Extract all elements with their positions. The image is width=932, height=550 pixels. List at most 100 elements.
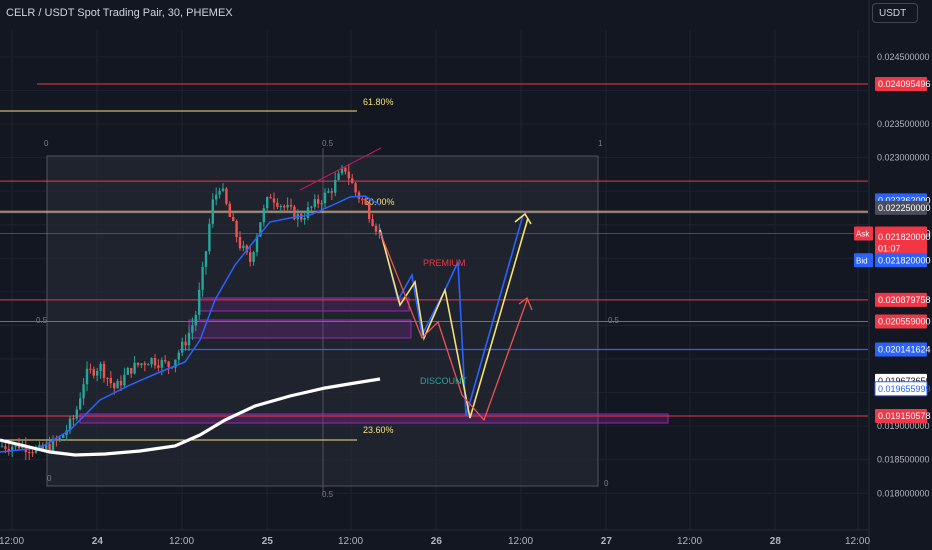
candle-body — [174, 359, 177, 368]
candle-body — [320, 203, 323, 205]
candle-body — [272, 198, 276, 203]
candle-body — [354, 183, 357, 193]
candle-body — [58, 437, 61, 441]
candle-body — [201, 266, 204, 290]
candle-body — [0, 446, 4, 448]
candle-body — [351, 178, 354, 184]
candle-body — [225, 188, 228, 204]
price-tick-label: 0.023500000 — [877, 119, 930, 129]
candle-body — [106, 377, 109, 379]
candle-body — [303, 217, 306, 220]
candle-body — [143, 363, 146, 365]
time-tick-label: 24 — [92, 536, 104, 547]
currency-selector-button[interactable]: USDT — [872, 3, 918, 23]
price-label-text: 0.024095496 — [878, 79, 931, 89]
price-tick-label: 0.024500000 — [877, 52, 930, 62]
candle-body — [221, 188, 225, 191]
candle-body — [283, 206, 286, 208]
candle-body — [276, 202, 279, 207]
candle-body — [140, 363, 143, 366]
candle-body — [238, 237, 242, 249]
price-label-text: 0.020141624 — [878, 344, 931, 354]
candle-body — [92, 369, 95, 376]
moving-average-blue — [0, 195, 381, 453]
moving-average-white — [0, 377, 381, 457]
price-label-tag — [875, 342, 927, 357]
candle-body — [11, 446, 14, 451]
candle-body — [24, 444, 27, 453]
price-label-text: 0.020879758 — [878, 295, 931, 305]
projection-path-red — [379, 231, 528, 422]
time-tick-label: 27 — [601, 536, 613, 547]
candle-body — [194, 314, 197, 326]
candle-body — [235, 221, 238, 238]
price-label-text: 0.019673650 — [878, 376, 931, 386]
candle-body — [4, 446, 7, 450]
candle-body — [289, 204, 293, 207]
candle-body — [357, 192, 361, 199]
candle-body — [266, 197, 269, 209]
fib-grid-label: 0.5 — [36, 316, 48, 325]
price-label-text: 0.021820000 — [878, 232, 931, 242]
premium-label: PREMIUM — [423, 258, 466, 268]
fib-grid-label: 1 — [598, 139, 603, 148]
fib-grid-label: 0.5 — [322, 490, 334, 499]
candle-body — [38, 444, 41, 448]
candle-body — [245, 245, 248, 253]
candle-body — [51, 438, 55, 451]
fib-grid-label: 0 — [44, 139, 49, 148]
candle-body — [99, 363, 102, 372]
candle-body — [361, 198, 364, 201]
candle-body — [96, 371, 99, 376]
candle-body — [119, 380, 123, 386]
candle-body — [191, 325, 194, 333]
candles — [0, 163, 381, 461]
candle-body — [232, 216, 235, 222]
price-label-text: 0.021820000 — [878, 255, 931, 265]
fib-label-618: 61.80% — [363, 97, 394, 107]
fib-grid-label: 0 — [47, 474, 52, 483]
candle-body — [48, 444, 51, 451]
candle-body — [371, 219, 374, 226]
candle-body — [184, 341, 187, 346]
candle-body — [177, 352, 180, 360]
candle-body — [204, 251, 208, 267]
candle-body — [7, 449, 10, 451]
candle-body — [116, 380, 119, 389]
candle-body — [374, 225, 378, 232]
candle-body — [208, 223, 211, 252]
candle-body — [323, 192, 327, 204]
demand-zone-3 — [79, 413, 669, 424]
price-label-text: 0.022250000 — [878, 203, 931, 213]
candle-body — [123, 374, 126, 386]
price-tag-badge-text: Bid — [856, 256, 868, 265]
price-tick-label: 0.019000000 — [877, 421, 930, 431]
candle-body — [368, 204, 371, 220]
candle-body — [340, 167, 344, 174]
candle-body — [102, 363, 106, 378]
candle-body — [293, 206, 296, 220]
candle-body — [218, 190, 221, 195]
candle-body — [167, 361, 170, 367]
candle-body — [279, 206, 282, 208]
candle-body — [228, 203, 231, 217]
candle-body — [164, 360, 167, 362]
candle-body — [75, 409, 78, 419]
fib-grid-label: 0.5 — [322, 139, 334, 148]
candle-body — [252, 252, 255, 262]
candle-body — [198, 289, 201, 315]
candle-body — [364, 200, 367, 205]
candle-body — [89, 368, 92, 370]
chart-title: CELR / USDT Spot Trading Pair, 30, PHEME… — [6, 7, 233, 19]
demand-zone-1 — [188, 319, 412, 339]
candle-body — [133, 362, 136, 374]
candle-body — [187, 332, 191, 346]
candle-body — [378, 231, 381, 233]
candle-body — [259, 222, 262, 237]
candle-body — [31, 452, 34, 454]
price-label-text: 0.019655999 — [878, 384, 931, 394]
price-tag-badge — [854, 226, 873, 241]
candle-body — [344, 167, 347, 172]
time-tick-label: 12:00 — [169, 536, 194, 547]
